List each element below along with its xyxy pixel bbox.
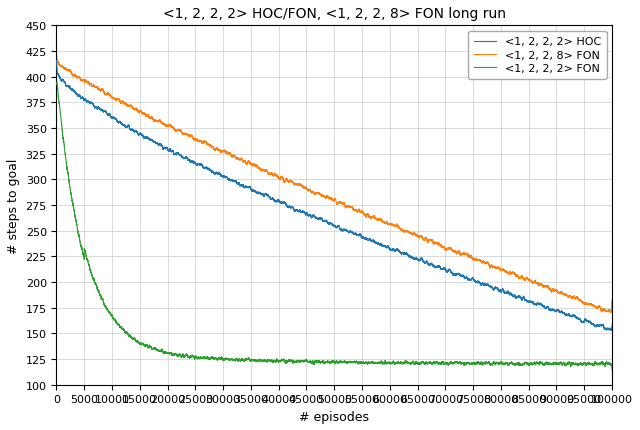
<1, 2, 2, 2> HOC [169, 149, 177, 154]
<1, 2, 2, 8> FON [608, 298, 616, 303]
<1, 2, 2, 2> HOC [398, 251, 406, 256]
<1, 2, 2, 8> FON [52, 53, 60, 58]
<1, 2, 2, 8> FON [192, 138, 200, 143]
<1, 2, 2, 8> FON [607, 310, 615, 315]
<1, 2, 2, 2> FON [362, 360, 370, 366]
<1, 2, 2, 2> FON [608, 368, 616, 373]
<1, 2, 2, 8> FON [247, 162, 255, 167]
<1, 2, 2, 2> HOC [526, 298, 534, 304]
<1, 2, 2, 2> FON [52, 82, 60, 87]
X-axis label: # episodes: # episodes [300, 410, 369, 423]
<1, 2, 2, 2> FON [169, 352, 177, 357]
Legend: <1, 2, 2, 2> HOC, <1, 2, 2, 8> FON, <1, 2, 2, 2> FON: <1, 2, 2, 2> HOC, <1, 2, 2, 8> FON, <1, … [468, 32, 607, 80]
<1, 2, 2, 2> HOC [362, 236, 370, 241]
<1, 2, 2, 8> FON [398, 227, 406, 233]
<1, 2, 2, 2> FON [398, 361, 406, 366]
<1, 2, 2, 2> FON [53, 80, 61, 86]
<1, 2, 2, 2> HOC [52, 59, 60, 64]
<1, 2, 2, 2> HOC [192, 163, 200, 168]
Line: <1, 2, 2, 2> HOC: <1, 2, 2, 2> HOC [56, 61, 612, 331]
Y-axis label: # steps to goal: # steps to goal [7, 158, 20, 253]
<1, 2, 2, 2> HOC [247, 187, 255, 193]
<1, 2, 2, 2> HOC [608, 322, 616, 328]
<1, 2, 2, 2> FON [526, 361, 534, 366]
<1, 2, 2, 2> FON [192, 354, 200, 359]
<1, 2, 2, 2> FON [247, 358, 255, 363]
Line: <1, 2, 2, 8> FON: <1, 2, 2, 8> FON [56, 55, 612, 313]
Line: <1, 2, 2, 2> FON: <1, 2, 2, 2> FON [56, 83, 612, 370]
Title: <1, 2, 2, 2> HOC/FON, <1, 2, 2, 8> FON long run: <1, 2, 2, 2> HOC/FON, <1, 2, 2, 8> FON l… [163, 7, 506, 21]
<1, 2, 2, 8> FON [362, 214, 370, 219]
<1, 2, 2, 8> FON [526, 277, 534, 283]
<1, 2, 2, 8> FON [169, 126, 177, 131]
<1, 2, 2, 2> HOC [607, 328, 615, 333]
